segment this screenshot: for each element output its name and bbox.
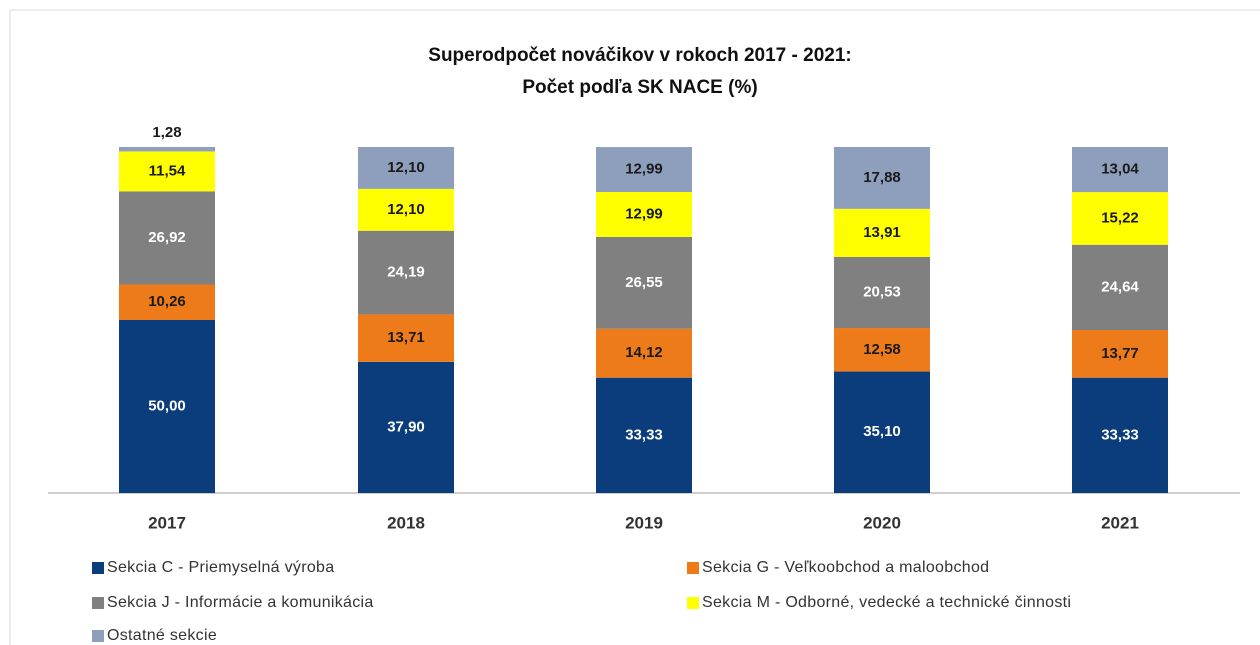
data-label: 24,64 [1101,278,1139,295]
data-label: 33,33 [625,426,663,443]
legend-label: Sekcia M - Odborné, vedecké a technické … [702,594,1071,611]
bar-segment [358,147,454,189]
bar-segment [596,377,692,493]
data-label: 26,92 [148,229,186,246]
chart-title: Superodpočet nováčikov v rokoch 2017 - 2… [428,45,851,66]
data-label: 26,55 [625,274,663,291]
bar-segment [834,328,930,372]
data-label: 12,99 [625,161,663,178]
bar-segment [358,361,454,493]
data-label: 20,53 [863,283,901,300]
legend-label: Sekcia J - Informácie a komunikácia [107,594,374,611]
bar-segment [119,151,215,192]
bar-segment [119,284,215,320]
legend-swatch [687,562,699,574]
data-label: 50,00 [148,397,186,414]
legend-label: Ostatné sekcie [107,627,217,644]
data-label: 13,04 [1101,161,1139,178]
data-label: 12,10 [387,159,425,176]
bar-segment [596,192,692,237]
bar-segment [1072,377,1168,493]
legend-swatch [92,597,104,609]
bar-segment [1072,330,1168,378]
bar-segment [1072,192,1168,245]
frame [9,9,1260,645]
legend-swatch [92,562,104,574]
chart-title: Počet podľa SK NACE (%) [522,77,757,98]
bar-segment [358,188,454,231]
bar-segment [834,147,930,209]
data-label: 17,88 [863,169,901,186]
bar-segment [119,147,215,152]
bar-segment [596,328,692,378]
data-label: 11,54 [149,162,186,179]
data-label: 10,26 [148,293,186,310]
data-label: 13,77 [1101,345,1139,362]
data-label: 1,28 [152,124,181,141]
data-label: 14,12 [625,344,663,361]
x-tick-label: 2019 [625,513,663,532]
x-tick-label: 2021 [1101,513,1139,532]
bar-segment [119,191,215,285]
bar-segment [358,314,454,362]
data-label: 12,99 [625,205,663,222]
bar-segment [834,256,930,329]
data-label: 35,10 [863,423,901,440]
data-label: 37,90 [387,418,425,435]
x-tick-label: 2018 [387,513,425,532]
bar-segment [1072,244,1168,331]
legend-label: Sekcia C - Priemyselná výroba [107,559,334,576]
x-tick-label: 2017 [148,513,186,532]
bar-segment [596,147,692,193]
bar-segment [358,230,454,315]
data-label: 13,91 [863,224,901,241]
bar-segment [834,208,930,257]
data-label: 24,19 [387,264,425,281]
x-tick-label: 2020 [863,513,901,532]
legend-swatch [687,597,699,609]
data-label: 12,10 [387,201,425,218]
legend-swatch [92,630,104,642]
bar-segment [834,371,930,493]
data-label: 15,22 [1101,209,1139,226]
data-label: 33,33 [1101,426,1139,443]
data-label: 12,58 [863,341,901,358]
legend-label: Sekcia G - Veľkoobchod a maloobchod [702,559,989,576]
bar-segment [596,236,692,329]
bar-segment [119,320,215,493]
bar-segment [1072,147,1168,193]
data-label: 13,71 [387,329,425,346]
